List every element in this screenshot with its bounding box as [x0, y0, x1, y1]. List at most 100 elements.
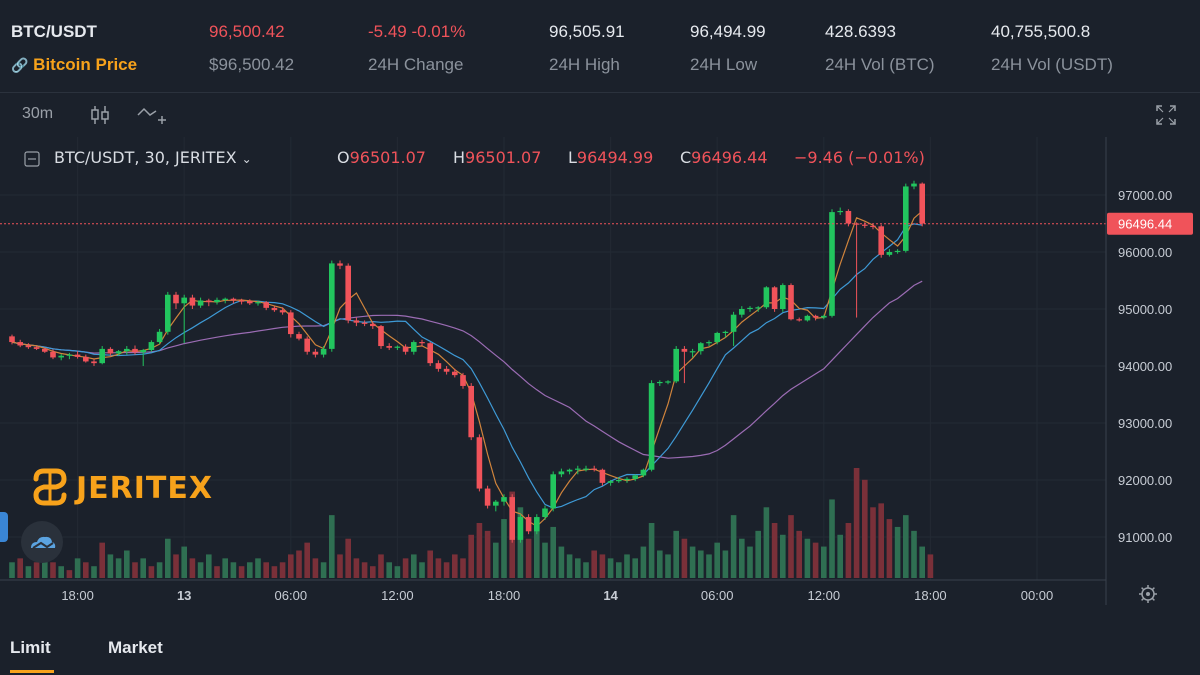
- vol-usdt: 40,755,500.8: [991, 22, 1091, 41]
- candle-body: [66, 354, 73, 356]
- bitcoin-price-link[interactable]: 🔗 Bitcoin Price: [11, 55, 137, 75]
- candle-body: [33, 347, 40, 349]
- candle-body: [394, 346, 401, 348]
- candle-body: [534, 517, 540, 532]
- candle-body: [542, 508, 548, 518]
- cloud-icon: [31, 536, 56, 549]
- pair-symbol[interactable]: BTC/USDT: [11, 22, 97, 41]
- legend-high-label: H: [453, 148, 466, 167]
- volume-bar: [460, 558, 466, 578]
- candle-body: [156, 331, 163, 343]
- candle-body: [99, 348, 105, 364]
- volume-bar: [91, 566, 97, 578]
- volume-bar: [263, 562, 269, 578]
- candle-body: [722, 331, 729, 333]
- volume-bar: [722, 550, 729, 578]
- candle-body: [755, 307, 761, 309]
- candlestick-icon[interactable]: [88, 103, 112, 127]
- candle-body: [640, 469, 647, 476]
- bitcoin-price-label: Bitcoin Price: [33, 55, 138, 74]
- volume-bar: [534, 530, 540, 578]
- volume-bar: [673, 530, 679, 578]
- candle-body: [484, 488, 491, 506]
- candle-body: [271, 307, 278, 311]
- legend-high-value: 96501.07: [465, 148, 542, 167]
- x-tick-label: 12:00: [381, 588, 414, 603]
- volume-bar: [763, 507, 770, 578]
- candle-body: [525, 517, 532, 532]
- legend-open-value: 96501.07: [349, 148, 426, 167]
- volume-bar: [378, 554, 384, 578]
- candle-body: [689, 351, 696, 353]
- candle-body: [886, 252, 893, 255]
- candle-body: [919, 183, 925, 224]
- volume-bar: [665, 554, 671, 578]
- candle-body: [9, 336, 15, 343]
- candle-body: [337, 263, 343, 266]
- x-tick-label: 06:00: [275, 588, 308, 603]
- volume-bar: [919, 546, 925, 578]
- tab-limit[interactable]: Limit: [10, 638, 51, 657]
- volume-bar: [17, 558, 23, 578]
- side-panel-toggle[interactable]: [0, 512, 8, 542]
- candle-body: [124, 348, 130, 352]
- volume-bar: [173, 554, 179, 578]
- volume-bar: [66, 570, 73, 578]
- ma-fast-line: [11, 210, 923, 528]
- candle-body: [263, 302, 269, 308]
- indicators-icon[interactable]: [136, 103, 168, 129]
- volume-bar: [214, 566, 220, 578]
- fullscreen-icon[interactable]: [1154, 103, 1178, 127]
- y-tick-label: 95000.00: [1118, 302, 1172, 317]
- candle-body: [730, 314, 737, 332]
- candle-body: [312, 351, 319, 355]
- legend-symbol[interactable]: BTC/USDT, 30, JERITEX ⌄: [54, 148, 252, 167]
- volume-bar: [124, 550, 130, 578]
- candle-body: [739, 309, 745, 315]
- legend-close-label: C: [680, 148, 692, 167]
- volume-bar: [312, 558, 319, 578]
- candle-body: [74, 354, 81, 357]
- vol-usdt-label: 24H Vol (USDT): [991, 55, 1113, 74]
- price-chart[interactable]: 96496.44 97000.00 96000.00 95000.00 94000.0…: [0, 0, 1200, 630]
- candle-body: [862, 224, 868, 226]
- volume-bar: [452, 554, 458, 578]
- volume-bar: [394, 566, 401, 578]
- y-tick-label: 94000.00: [1118, 359, 1172, 374]
- settings-icon[interactable]: [1139, 585, 1157, 603]
- y-axis: 97000.00 96000.00 95000.00 94000.00 93000.00…: [1118, 188, 1172, 545]
- candlesticks: [9, 180, 925, 543]
- collapse-icon[interactable]: [24, 151, 40, 167]
- candle-body: [206, 300, 212, 303]
- volume-bar: [402, 558, 409, 578]
- volume-bar: [288, 554, 294, 578]
- x-tick-label: 14: [603, 588, 618, 603]
- volume-bar: [484, 530, 491, 578]
- candle-body: [903, 186, 909, 251]
- candle-body: [50, 351, 56, 358]
- legend-low: L96494.99: [568, 148, 653, 167]
- volume-bar: [99, 542, 105, 578]
- candle-body: [493, 501, 499, 506]
- volume-bar: [74, 558, 81, 578]
- cloud-button[interactable]: [21, 521, 63, 563]
- candle-body: [591, 468, 597, 470]
- candle-body: [214, 299, 220, 303]
- interval-selector[interactable]: 30m: [22, 105, 54, 122]
- candle-body: [279, 310, 286, 313]
- candle-body: [402, 346, 409, 352]
- volume-bar: [148, 566, 155, 578]
- volume-bar: [886, 519, 893, 578]
- candle-body: [296, 334, 302, 339]
- vol-btc: 428.6393: [825, 22, 896, 41]
- candle-body: [517, 517, 524, 540]
- volume-bar: [386, 562, 392, 578]
- x-axis: 18:00 13 06:00 12:00 18:00 14 06:00 12:00 18:00 0…: [61, 588, 1053, 603]
- y-tick-label: 92000.00: [1118, 473, 1172, 488]
- candle-body: [878, 226, 884, 255]
- candle-body: [419, 342, 425, 344]
- tab-market[interactable]: Market: [108, 638, 163, 657]
- volume-bar: [870, 507, 876, 578]
- candle-body: [845, 210, 852, 224]
- x-tick-label: 18:00: [488, 588, 521, 603]
